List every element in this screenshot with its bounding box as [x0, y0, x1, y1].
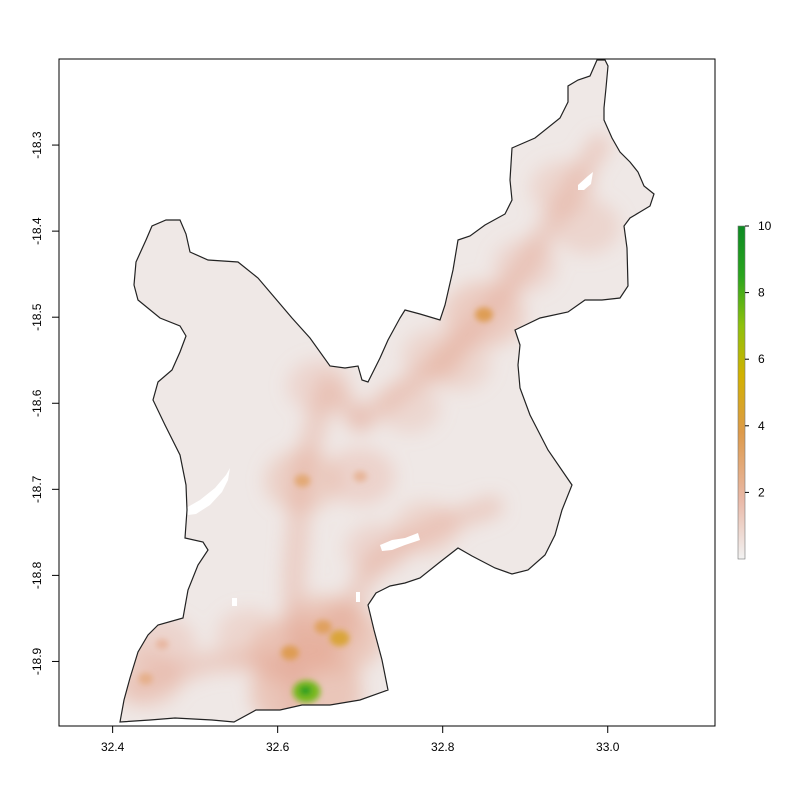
hotspot-core [281, 645, 299, 661]
hotspot-core [314, 620, 332, 634]
no-data-patch [186, 468, 230, 515]
no-data-patch [232, 598, 237, 606]
density-glow [216, 608, 282, 663]
colorbar-tick-label: 4 [758, 419, 765, 433]
density-corridor [349, 134, 611, 432]
colorbar-ticks: 2 4 6 8 10 [745, 219, 772, 499]
no-data-patch [380, 533, 420, 551]
plot-frame [58, 58, 716, 727]
x-axis: 32.4 32.6 32.8 33.0 [101, 726, 620, 754]
density-corridor [126, 650, 306, 699]
hotspot-peak [300, 686, 311, 695]
y-tick-label: -18.4 [30, 217, 44, 245]
y-tick-label: -18.6 [30, 389, 44, 417]
no-data-patches [186, 172, 593, 606]
hotspot-core [138, 672, 153, 685]
x-tick-label: 32.4 [101, 740, 125, 754]
y-tick-label: -18.5 [30, 303, 44, 331]
colorbar-gradient [737, 225, 746, 560]
colorbar-tick-label: 10 [758, 219, 772, 233]
y-tick-label: -18.9 [30, 647, 44, 675]
colorbar-tick-label: 6 [758, 352, 765, 366]
y-tick-label: -18.8 [30, 561, 44, 589]
y-axis: -18.3 -18.4 -18.5 -18.6 -18.7 -18.8 -18.9 [30, 131, 59, 675]
x-tick-label: 32.6 [266, 740, 290, 754]
hotspot-layer [138, 307, 493, 703]
hotspot-core [155, 639, 169, 650]
no-data-patch [356, 592, 360, 602]
x-tick-label: 33.0 [596, 740, 620, 754]
hotspot-core [475, 307, 493, 322]
colorbar: 2 4 6 8 10 [737, 219, 772, 560]
raster-layer [120, 60, 654, 722]
density-corridor [283, 375, 372, 716]
colorbar-tick-label: 2 [758, 485, 765, 499]
y-tick-label: -18.7 [30, 475, 44, 503]
hotspot-core [329, 630, 350, 647]
no-data-patch [578, 172, 593, 190]
colorbar-tick-label: 8 [758, 286, 765, 300]
x-tick-label: 32.8 [431, 740, 455, 754]
hotspot-core [353, 470, 368, 482]
hotspot-core [294, 474, 311, 488]
y-tick-label: -18.3 [30, 131, 44, 159]
